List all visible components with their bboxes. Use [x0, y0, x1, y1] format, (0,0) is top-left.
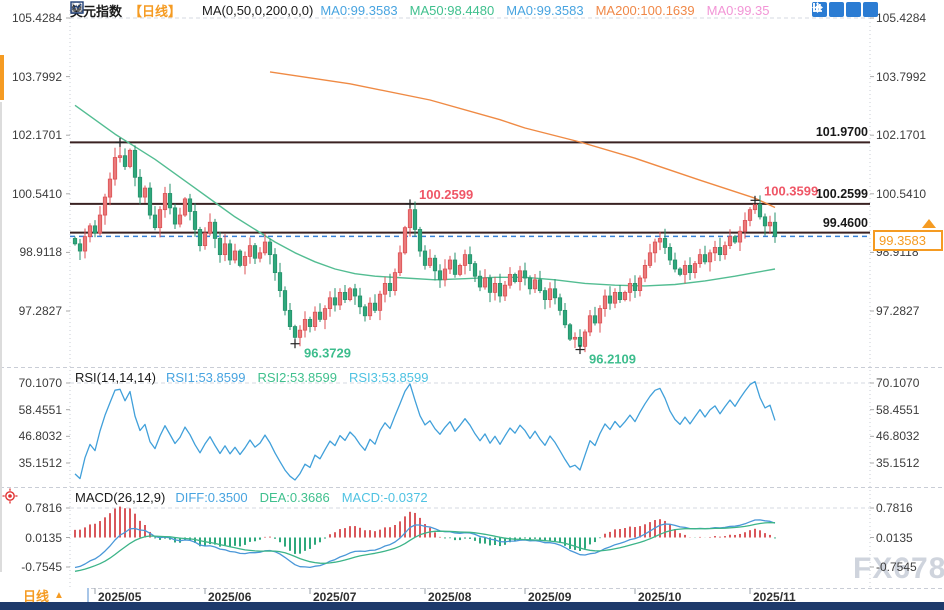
timeframe-selector-label: 日线 — [23, 588, 50, 604]
left-scroll-track — [0, 102, 2, 572]
rsi-title: RSI(14,14,14) — [75, 370, 156, 385]
left-axis-label: 97.2827 — [18, 304, 62, 318]
right-axis-label: 0.7816 — [876, 501, 913, 515]
jump-to-latest-icon[interactable] — [813, 2, 878, 17]
right-axis-label: 97.2827 — [876, 304, 920, 318]
price-annotation: 100.2599 — [419, 187, 473, 202]
level-label: 99.4600 — [822, 215, 868, 230]
left-axis-label: 98.9118 — [19, 245, 63, 260]
right-axis-label: 70.1070 — [876, 376, 920, 390]
rsi-value-label: RSI2:53.8599 — [257, 370, 337, 385]
timeframe-label: 【日线】 — [129, 3, 182, 19]
left-axis-label: 46.8032 — [18, 429, 62, 444]
watermark: FX678 — [853, 552, 944, 585]
left-axis-label: 0.7816 — [25, 501, 62, 515]
left-axis-label: 0.0135 — [25, 530, 62, 545]
left-scroll-indicator — [0, 55, 4, 100]
right-axis-label: 46.8032 — [876, 429, 920, 444]
date-axis-label: 2025/05 — [98, 590, 142, 604]
level-label: 101.9700 — [815, 125, 868, 140]
right-axis-label: -0.7545 — [876, 560, 917, 574]
main-legend: 美元指数 【日线】 MA(0,50,0,200,0,0) MA0:99.3583… — [70, 1, 770, 19]
ma-value-label: MA200:100.1639 — [595, 2, 695, 18]
right-axis-label: 105.4284 — [876, 11, 927, 25]
right-axis-label: 58.4551 — [876, 402, 920, 417]
date-axis-label: 2025/06 — [208, 590, 252, 604]
ma-settings-label: MA(0,50,0,200,0,0) — [202, 2, 314, 18]
ma-value-label: MA0:99.35 — [706, 2, 770, 18]
rsi-values: RSI1:53.8599 RSI2:53.8599 RSI3:53.8599 — [166, 370, 429, 385]
date-axis-label: 2025/07 — [313, 590, 357, 604]
macd-value-label: DEA:0.3686 — [259, 490, 330, 505]
timeframe-selector[interactable]: 日线 ▲ — [0, 588, 89, 604]
left-axis-label: 105.4284 — [11, 11, 62, 25]
date-axis-label: 2025/10 — [638, 590, 682, 604]
ma-values: MA0:99.3583 MA50:98.4480 MA0:99.3583 MA200:… — [320, 3, 769, 18]
date-axis-label: 2025/11 — [753, 590, 796, 604]
left-axis-label: 102.1701 — [11, 128, 62, 143]
right-axis-label: 100.5410 — [876, 186, 927, 201]
level-label: 100.2599 — [815, 186, 868, 201]
date-axis-label: 2025/08 — [428, 590, 472, 604]
bar-scale-icon[interactable] — [813, 2, 861, 17]
rsi-value-label: RSI3:53.8599 — [348, 370, 429, 385]
chart-toolbar — [812, 2, 878, 17]
price-annotation: 96.2109 — [589, 352, 636, 367]
price-up-arrow — [922, 219, 936, 229]
last-price-box: 99.3583 — [873, 230, 943, 252]
left-axis-label: 58.4551 — [18, 402, 62, 417]
rsi-value-label: RSI1:53.8599 — [165, 370, 246, 385]
bottom-scrollbar[interactable] — [0, 602, 944, 610]
chevron-up-icon: ▲ — [54, 589, 64, 601]
ma-value-label: MA50:98.4480 — [409, 2, 495, 18]
right-axis-label: 102.1701 — [876, 128, 927, 143]
ma-value-label: MA0:99.3583 — [506, 2, 584, 18]
axis-zoom-icon[interactable] — [813, 2, 844, 17]
right-axis-label: 0.0135 — [876, 530, 913, 545]
macd-value-label: MACD:-0.0372 — [341, 490, 428, 505]
price-annotation: 100.3599 — [764, 183, 818, 198]
macd-legend: MACD(26,12,9) DIFF:0.3500 DEA:0.3686 MACD:… — [75, 490, 428, 505]
right-axis-label: 103.7992 — [876, 69, 927, 84]
macd-title: MACD(26,12,9) — [75, 490, 166, 505]
price-annotation: 96.3729 — [304, 346, 351, 361]
macd-values: DIFF:0.3500 DEA:0.3686 MACD:-0.0372 — [175, 490, 427, 505]
left-axis-label: 70.1070 — [18, 376, 62, 390]
macd-value-label: DIFF:0.3500 — [175, 490, 248, 505]
left-axis-label: 100.5410 — [11, 186, 62, 201]
left-axis-label: 35.1512 — [18, 455, 62, 470]
ma-value-label: MA0:99.3583 — [320, 2, 398, 18]
left-axis-label: 103.7992 — [11, 69, 62, 84]
rsi-legend: RSI(14,14,14) RSI1:53.8599 RSI2:53.8599 RS… — [75, 370, 428, 385]
date-axis-label: 2025/09 — [528, 590, 572, 604]
right-axis-label: 35.1512 — [876, 455, 920, 470]
left-axis-label: -0.7545 — [21, 560, 62, 574]
